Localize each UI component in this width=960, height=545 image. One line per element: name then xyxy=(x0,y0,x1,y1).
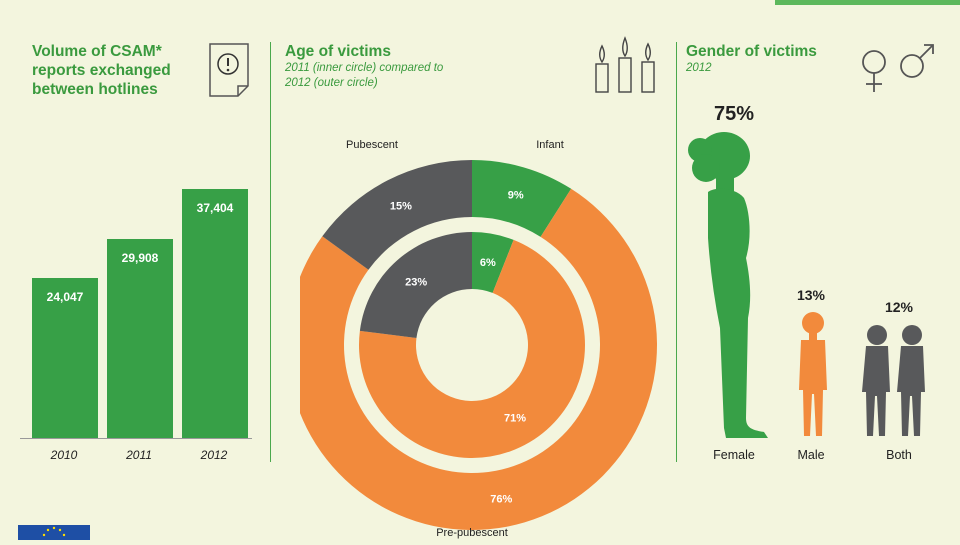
volume-bar-value-label: 24,047 xyxy=(46,289,84,304)
gender-label-female: Female xyxy=(713,448,755,462)
volume-year-label: 2011 xyxy=(126,448,152,462)
volume-title: Volume of CSAM* reports exchanged betwee… xyxy=(32,42,171,99)
inner-slice-pubescent xyxy=(359,232,472,338)
volume-year-label: 2012 xyxy=(200,448,228,462)
candles-icon xyxy=(595,36,655,93)
volume-bar-2010: 24,047 xyxy=(32,277,98,438)
volume-bar-value-label: 29,908 xyxy=(121,250,159,265)
volume-bar-2012: 37,404 xyxy=(182,188,248,438)
outer-slice-label: 9% xyxy=(508,190,524,202)
category-label-pre-pubescent: Pre-pubescent xyxy=(436,527,508,539)
outer-slice-label: 15% xyxy=(390,201,412,213)
gender-value-male: 13% xyxy=(796,287,826,303)
age-title: Age of victims xyxy=(285,43,391,60)
volume-bar-2011: 29,908 xyxy=(107,238,173,438)
top-accent-bar xyxy=(775,0,960,5)
gender-value-both: 12% xyxy=(884,299,914,315)
outer-slice-infant xyxy=(472,160,572,237)
both-silhouettes xyxy=(862,325,925,436)
male-silhouette xyxy=(799,312,827,436)
section-divider-2 xyxy=(676,42,677,462)
section-divider-1 xyxy=(270,42,271,462)
gender-symbols-icon xyxy=(862,44,934,92)
inner-slice-pre-pubescent xyxy=(359,239,585,458)
age-subtitle-line-1: 2011 (inner circle) compared to xyxy=(285,62,444,74)
gender-subtitle: 2012 xyxy=(686,62,712,74)
volume-title-line-2: reports exchanged xyxy=(32,62,171,79)
gender-title: Gender of victims xyxy=(686,43,817,60)
age-subtitle: 2011 (inner circle) compared to 2012 (ou… xyxy=(285,61,443,91)
inner-slice-label: 71% xyxy=(504,413,526,425)
eu-flag-icon xyxy=(18,525,90,540)
volume-title-line-3: between hotlines xyxy=(32,81,158,98)
volume-title-line-1: Volume of CSAM* xyxy=(32,43,162,60)
outer-slice-pre-pubescent xyxy=(300,188,657,530)
category-label-pubescent: Pubescent xyxy=(346,139,398,151)
inner-slice-label: 23% xyxy=(405,277,427,289)
female-silhouette xyxy=(688,132,768,438)
category-label-infant: Infant xyxy=(536,139,564,151)
gender-label-both: Both xyxy=(886,448,912,462)
outer-slice-pubescent xyxy=(322,160,472,270)
age-donut-chart: 6% 71% 23% 9% 76% 15% Infant Pre-pubescent Pubes… xyxy=(300,139,657,539)
gender-value-female: 75% xyxy=(713,103,755,125)
volume-axis-line xyxy=(20,438,252,439)
inner-slice-infant xyxy=(472,232,514,293)
volume-bar-value-label: 37,404 xyxy=(196,200,234,215)
age-subtitle-line-2: 2012 (outer circle) xyxy=(285,77,378,89)
outer-slice-label: 76% xyxy=(490,494,512,506)
inner-slice-label: 6% xyxy=(480,257,496,269)
gender-label-male: Male xyxy=(797,448,825,462)
volume-year-label: 2010 xyxy=(50,448,78,462)
warning-document-icon xyxy=(209,43,249,97)
